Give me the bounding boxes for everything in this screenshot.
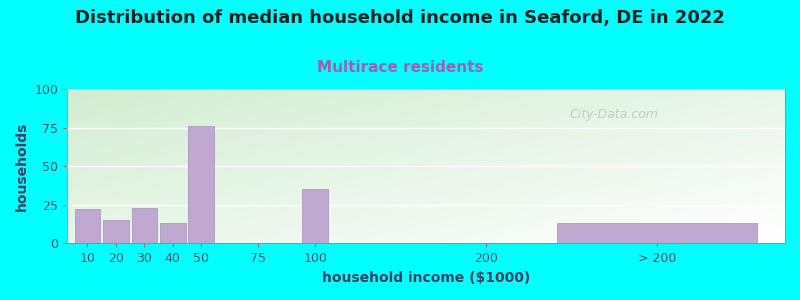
Bar: [189, 126, 214, 243]
Bar: [160, 223, 186, 243]
Bar: [302, 189, 328, 243]
X-axis label: household income ($1000): household income ($1000): [322, 271, 530, 285]
Bar: [74, 209, 100, 243]
Text: Distribution of median household income in Seaford, DE in 2022: Distribution of median household income …: [75, 9, 725, 27]
Bar: [131, 208, 157, 243]
Bar: [558, 223, 757, 243]
Y-axis label: households: households: [15, 122, 29, 211]
Bar: [103, 220, 129, 243]
Text: Multirace residents: Multirace residents: [317, 60, 483, 75]
Text: City-Data.com: City-Data.com: [570, 107, 658, 121]
